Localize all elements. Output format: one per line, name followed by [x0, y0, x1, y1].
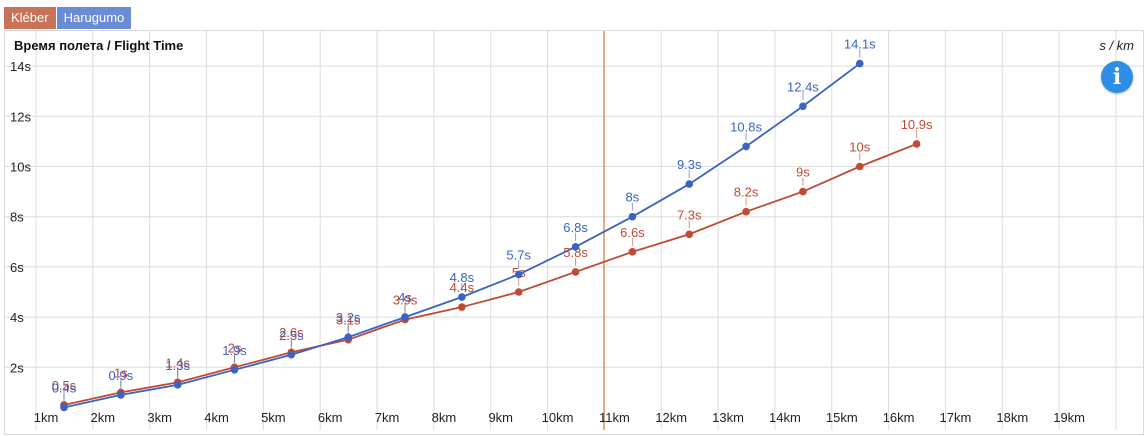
data-point [628, 212, 637, 221]
data-point [458, 303, 466, 311]
data-label: 1.4s [165, 355, 190, 370]
data-point [401, 313, 409, 321]
data-point [514, 288, 523, 296]
unit-label: s / km [1099, 38, 1134, 53]
y-tick-label: 2s [10, 360, 24, 375]
data-label: 0.9s [109, 368, 134, 383]
data-point [287, 350, 296, 359]
data-label: 12.4s [787, 79, 819, 94]
x-tick-label: 1km [34, 410, 59, 425]
tab-kleber[interactable]: Kléber [4, 7, 56, 29]
data-label: 4.8s [450, 270, 475, 285]
data-point [855, 162, 864, 171]
x-tick-label: 8km [432, 410, 457, 425]
data-point [571, 243, 580, 251]
y-tick-label: 6s [10, 260, 24, 275]
y-tick-label: 4s [10, 310, 24, 325]
data-point [742, 207, 750, 216]
data-label: 2.5s [279, 328, 304, 343]
data-label: 5.7s [506, 247, 531, 262]
x-tick-label: 4km [204, 410, 229, 425]
data-point [628, 248, 637, 256]
data-label: 9s [796, 165, 810, 180]
x-tick-label: 18km [996, 410, 1028, 425]
data-label: 6.8s [563, 220, 588, 235]
data-label: 0.4s [52, 380, 77, 395]
data-label: 3.9s [393, 293, 418, 308]
x-tick-label: 19km [1053, 410, 1085, 425]
x-tick-label: 15km [826, 410, 858, 425]
data-label: 8s [626, 190, 640, 205]
y-tick-label: 12s [10, 109, 31, 124]
y-tick-label: 14s [10, 59, 31, 74]
data-point [685, 180, 694, 188]
data-point [571, 268, 580, 276]
x-tick-label: 11km [599, 410, 630, 425]
y-tick-label: 8s [10, 210, 24, 225]
data-point [458, 293, 466, 301]
data-label: 2.6s [279, 325, 304, 340]
x-tick-label: 10km [542, 410, 574, 425]
data-label: 4s [398, 290, 412, 305]
data-point [742, 142, 750, 151]
data-point [685, 230, 694, 239]
data-label: 1.3s [165, 358, 190, 373]
x-tick-label: 13km [712, 410, 744, 425]
data-label: 10.9s [901, 117, 933, 132]
data-label: 6.6s [620, 225, 645, 240]
data-label: 5.8s [563, 245, 588, 260]
x-tick-label: 6km [318, 410, 343, 425]
data-label: 3.2s [336, 310, 361, 325]
data-point [912, 140, 921, 148]
x-tick-label: 7km [375, 410, 400, 425]
x-tick-label: 5km [261, 410, 286, 425]
data-point [344, 333, 353, 341]
x-tick-label: 2km [91, 410, 116, 425]
x-tick-label: 9km [488, 410, 513, 425]
data-point [799, 102, 807, 111]
data-point [514, 270, 523, 279]
data-label: 1s [114, 365, 128, 380]
data-label: 3.1s [336, 313, 361, 328]
data-label: 10s [849, 140, 870, 155]
data-label: 1.9s [222, 343, 247, 358]
data-point [173, 381, 182, 389]
data-point [117, 391, 125, 399]
tab-harugumo[interactable]: Harugumo [56, 7, 132, 29]
x-tick-label: 17km [940, 410, 972, 425]
series-line [63, 143, 917, 406]
data-point [60, 403, 68, 412]
data-label: 2s [228, 340, 242, 355]
data-label: 10.8s [730, 119, 762, 134]
data-label: 7.3s [677, 207, 702, 222]
data-label: 14.1s [844, 37, 876, 52]
x-tick-label: 14km [769, 410, 801, 425]
y-tick-label: 10s [10, 160, 31, 175]
data-label: 9.3s [677, 157, 702, 172]
x-tick-label: 16km [883, 410, 915, 425]
data-label: 8.2s [734, 185, 759, 200]
data-label: 0.5s [52, 378, 77, 393]
data-point [230, 366, 239, 374]
series-tabs: Kléber Harugumo [4, 7, 132, 29]
chart-title: Время полета / Flight Time [14, 38, 184, 53]
x-tick-label: 12km [655, 410, 687, 425]
x-tick-label: 3km [147, 410, 172, 425]
data-point [855, 59, 864, 68]
data-point [799, 187, 807, 196]
info-icon[interactable]: i [1101, 61, 1133, 93]
